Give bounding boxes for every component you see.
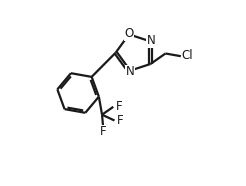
- Text: F: F: [117, 114, 124, 127]
- Text: F: F: [116, 100, 123, 113]
- Text: Cl: Cl: [182, 49, 193, 62]
- Text: O: O: [124, 27, 134, 40]
- Text: N: N: [125, 65, 134, 78]
- Text: N: N: [147, 34, 156, 47]
- Text: F: F: [100, 125, 107, 138]
